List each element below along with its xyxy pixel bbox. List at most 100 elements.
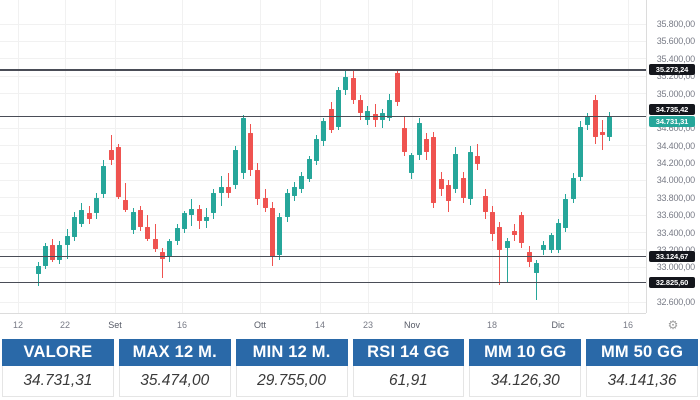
candle-body [534, 262, 540, 274]
candle-body [336, 90, 342, 127]
candle-body [563, 198, 569, 229]
candle-body [86, 213, 92, 220]
candle-body [270, 208, 276, 257]
gridline-v [627, 0, 629, 313]
candle-body [218, 187, 224, 194]
price-tick-label: 33.000,00 [656, 262, 695, 273]
price-tick-label: 35.200,00 [656, 71, 695, 82]
gridline-h [0, 162, 646, 164]
gridline-v [181, 0, 183, 313]
candle-body [196, 209, 202, 222]
gridline-h [0, 266, 646, 268]
candle-wick [162, 248, 164, 278]
candle-body [519, 215, 525, 243]
candle-body [64, 235, 70, 245]
candle-body [35, 265, 41, 275]
candle-body [248, 132, 254, 170]
table-column: MM 10 GG 34.126,30 [469, 339, 582, 397]
price-tick-label: 34.000,00 [656, 175, 695, 186]
gridline-v [367, 0, 369, 313]
candle-body [468, 151, 474, 200]
candle-body [101, 165, 107, 195]
gridline-h [0, 214, 646, 216]
candle-body [277, 216, 283, 256]
candle-body [438, 178, 444, 190]
price-level-line [0, 115, 646, 118]
gridline-h [0, 232, 646, 233]
candle-body [585, 116, 591, 125]
gridline-h [0, 93, 646, 94]
table-column: MM 50 GG 34.141,36 [586, 339, 698, 397]
candle-body [160, 252, 166, 259]
gridline-v [491, 0, 493, 313]
candlestick-chart[interactable] [0, 0, 646, 313]
gridline-h [0, 179, 646, 181]
candle-body [314, 138, 320, 162]
table-column: RSI 14 GG 61,91 [352, 339, 465, 397]
candle-body [321, 121, 327, 142]
table-value-cell: 61,91 [352, 366, 465, 397]
candle-body [182, 213, 188, 229]
summary-table: VALORE 34.731,31 MAX 12 M. 35.474,00 MIN 12 … [2, 339, 698, 397]
current-price-badge: 34.731,31 [649, 116, 695, 128]
table-column: VALORE 34.731,31 [2, 339, 114, 397]
candle-body [475, 156, 481, 164]
candle-body [284, 193, 290, 217]
candle-body [299, 176, 305, 190]
candle-body [350, 77, 356, 100]
candle-body [292, 187, 298, 196]
price-tick-label: 34.600,00 [656, 123, 695, 134]
candle-body [482, 196, 488, 212]
table-value-cell: 34.126,30 [469, 366, 582, 397]
price-tick-label: 34.400,00 [656, 140, 695, 151]
candle-body [578, 126, 584, 177]
candle-body [526, 252, 532, 263]
candle-body [262, 197, 268, 209]
settings-gear-button[interactable]: ⚙ [662, 316, 684, 334]
candle-body [490, 211, 496, 235]
candle-wick [506, 237, 508, 282]
price-level-line [0, 255, 646, 258]
candle-body [343, 76, 349, 91]
price-tick-label: 33.400,00 [656, 227, 695, 238]
gear-icon: ⚙ [667, 318, 679, 332]
price-level-badge: 32.825,60 [649, 276, 695, 288]
candle-body [512, 230, 518, 236]
candle-body [387, 100, 393, 118]
gridline-h [0, 145, 646, 147]
price-tick-label: 35.800,00 [656, 19, 695, 29]
time-tick-label: Dic [551, 320, 565, 330]
gridline-v [557, 0, 559, 313]
price-level-badge: 35.273,24 [649, 64, 695, 76]
candle-body [240, 117, 246, 174]
gridline-v [114, 0, 116, 313]
candle-body [548, 235, 554, 250]
time-tick-label: 18 [486, 320, 498, 330]
candle-body [600, 131, 606, 136]
candle-body [365, 110, 371, 120]
gridline-h [0, 197, 646, 199]
candle-body [94, 197, 100, 214]
candle-body [50, 244, 56, 261]
candle-body [189, 209, 195, 216]
candle-body [72, 216, 78, 237]
gridline-v [17, 0, 19, 313]
price-level-badge: 34.735,42 [649, 104, 695, 116]
time-axis[interactable]: 12 22 Set 16 Ott 14 23 Nov 18 Dic 16 [0, 313, 646, 339]
price-level-line [0, 69, 646, 71]
candle-body [108, 149, 114, 160]
price-tick-label: 33.200,00 [656, 244, 695, 255]
candle-body [394, 72, 400, 103]
candle-body [57, 244, 63, 261]
price-axis[interactable]: 35.800,00 35.600,00 35.400,00 35.200,00 35.0… [646, 0, 700, 313]
table-value-cell: 35.474,00 [118, 366, 231, 397]
candle-body [460, 177, 466, 198]
candle-body [358, 99, 364, 113]
candle-body [306, 158, 312, 179]
price-tick-label: 34.200,00 [656, 158, 695, 168]
candle-body [152, 238, 158, 249]
time-tick-label: 12 [12, 320, 24, 330]
time-tick-label: Nov [403, 320, 421, 330]
table-column: MAX 12 M. 35.474,00 [118, 339, 231, 397]
